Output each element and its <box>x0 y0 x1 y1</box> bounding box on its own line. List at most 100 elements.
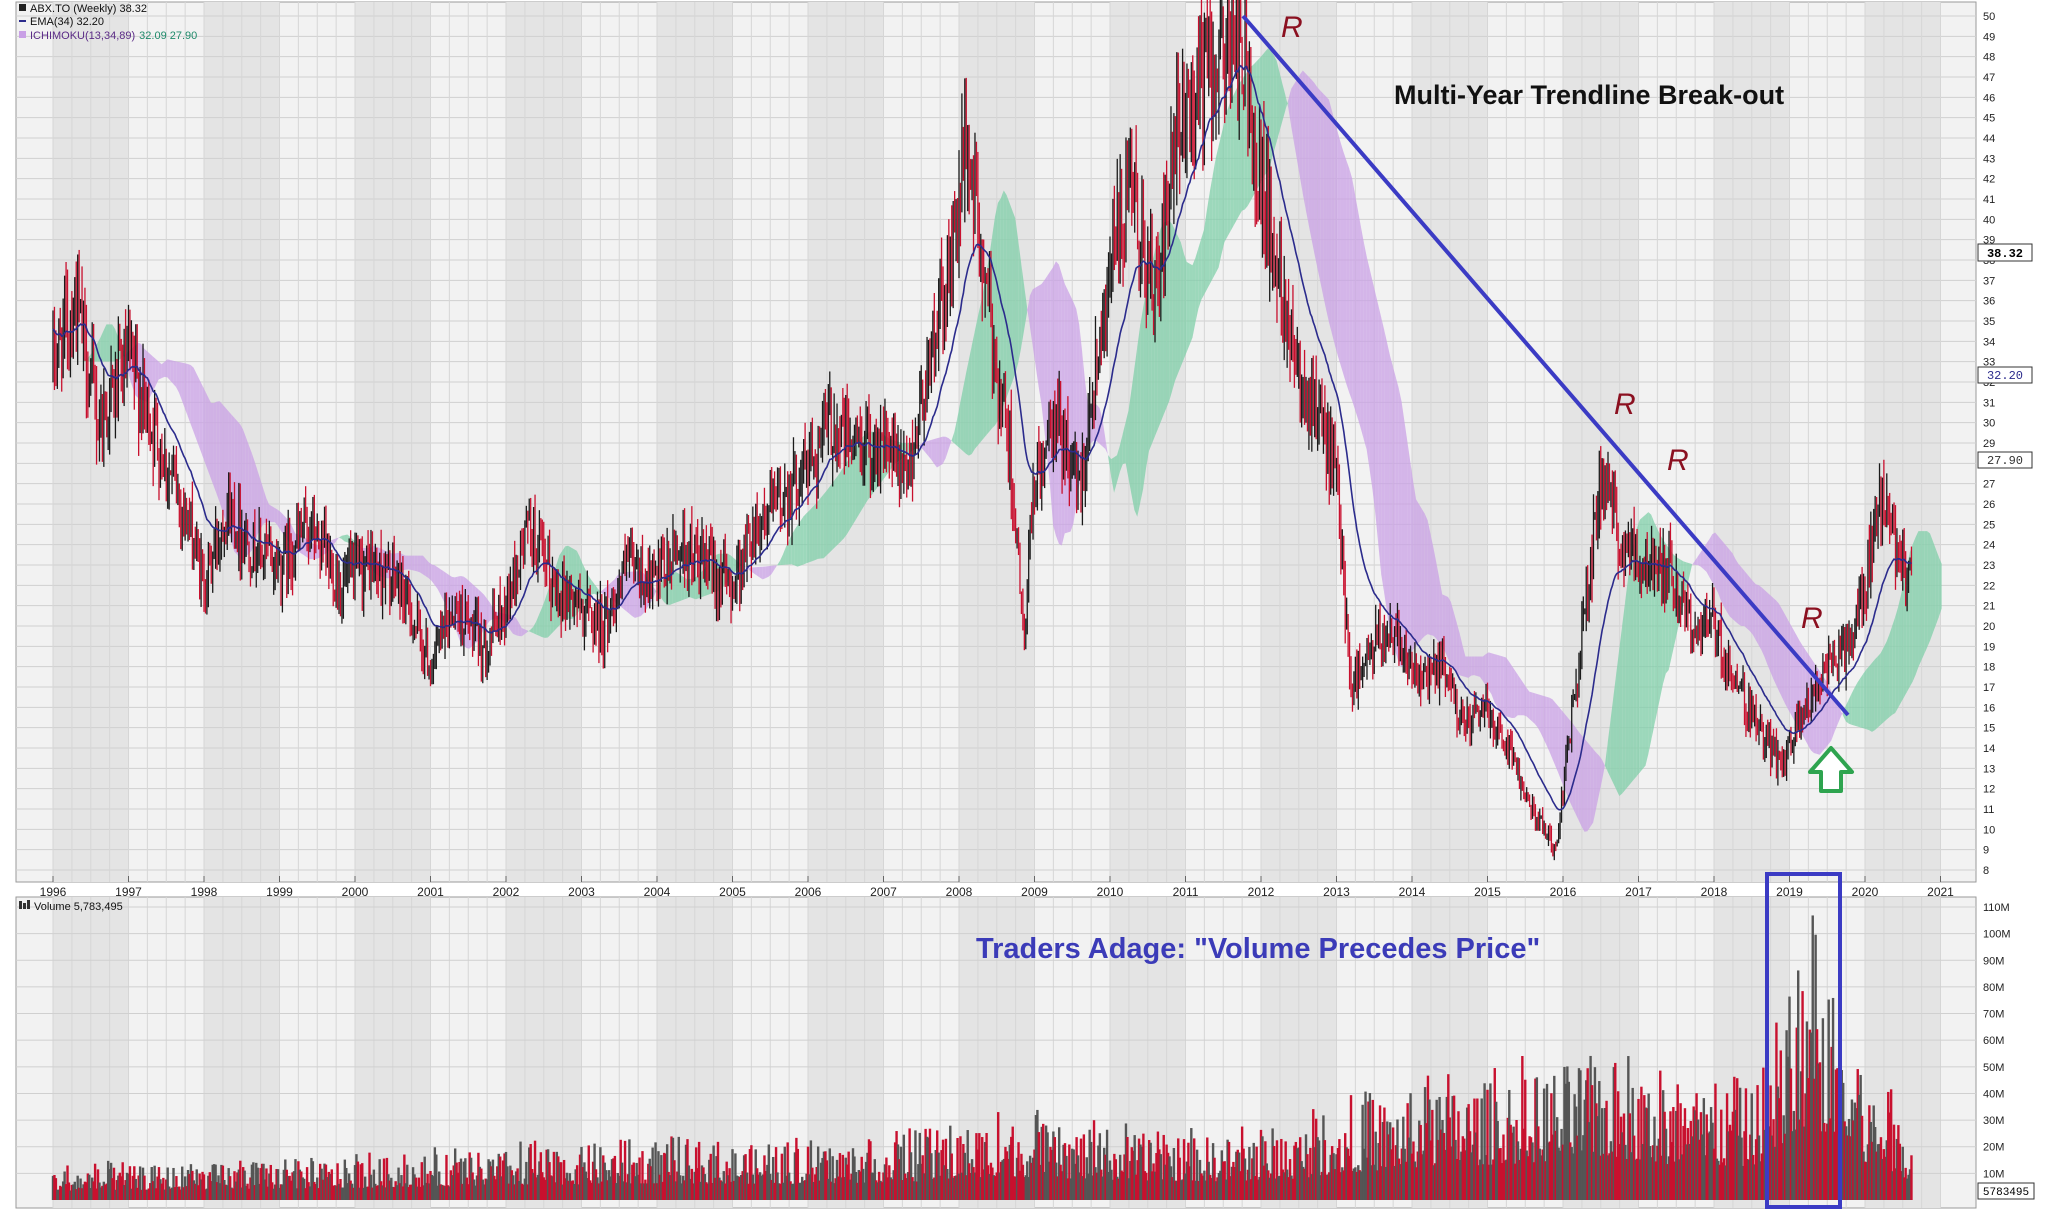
volume-bar <box>80 1188 84 1200</box>
cloud-segment <box>1276 60 1280 142</box>
volume-bar <box>1359 1171 1363 1200</box>
cloud-segment <box>1433 548 1437 639</box>
volume-bar <box>1656 1145 1659 1200</box>
cloud-segment <box>536 614 540 636</box>
volume-bar <box>1017 1142 1020 1200</box>
cloud-segment <box>1111 457 1115 493</box>
volume-bar <box>841 1154 845 1200</box>
volume-bar <box>166 1167 169 1200</box>
volume-bar <box>72 1184 75 1200</box>
cloud-segment <box>1471 656 1475 676</box>
volume-bar <box>233 1171 236 1200</box>
volume-bar <box>1402 1116 1405 1200</box>
volume-bar <box>1059 1164 1062 1200</box>
volume-bar <box>671 1137 675 1200</box>
cloud-segment <box>1886 634 1890 720</box>
cloud-segment <box>1206 191 1210 290</box>
volume-bar <box>247 1188 251 1200</box>
cloud-segment <box>1073 301 1077 524</box>
volume-bar <box>1203 1170 1206 1200</box>
volume-bar <box>1769 1085 1772 1200</box>
volume-bar <box>1836 1068 1839 1200</box>
vol-tick-label: 110M <box>1983 902 2010 914</box>
volume-bar <box>615 1183 618 1200</box>
volume-bar <box>93 1163 97 1200</box>
volume-bar <box>339 1178 342 1200</box>
volume-bar <box>1432 1165 1435 1200</box>
volume-bar <box>677 1136 680 1200</box>
volume-bar <box>933 1177 936 1200</box>
cloud-segment <box>417 555 421 573</box>
cloud-segment <box>1018 240 1022 363</box>
volume-bar <box>787 1172 791 1200</box>
volume-bar <box>1416 1151 1420 1200</box>
volume-bar <box>1102 1147 1106 1200</box>
volume-bar <box>326 1177 329 1200</box>
volume-bar <box>377 1185 380 1200</box>
volume-bar <box>366 1186 370 1200</box>
volume-bar <box>1599 1155 1602 1200</box>
volume-bar <box>1493 1068 1496 1200</box>
cloud-segment <box>1128 389 1132 495</box>
volume-bar <box>147 1188 151 1200</box>
volume-bar <box>1486 1089 1489 1200</box>
volume-bar <box>1386 1121 1389 1200</box>
volume-bar <box>1789 1068 1793 1200</box>
volume-bar <box>1223 1161 1226 1200</box>
volume-bar <box>195 1169 198 1200</box>
volume-bar <box>917 1164 920 1200</box>
volume-bar <box>1425 1123 1428 1200</box>
volume-bar <box>920 1163 923 1200</box>
cloud-segment <box>971 331 975 454</box>
volume-bar <box>1705 1114 1708 1200</box>
volume-bar <box>1300 1161 1303 1200</box>
volume-bar <box>1364 1091 1367 1200</box>
volume-bar <box>809 1140 813 1200</box>
volume-bar <box>330 1169 333 1200</box>
cloud-segment <box>948 438 952 450</box>
volume-bar <box>856 1182 859 1200</box>
volume-bar <box>140 1189 143 1200</box>
cloud-segment <box>269 504 272 523</box>
volume-bar <box>901 1180 904 1200</box>
cloud-segment <box>675 571 679 603</box>
volume-bar <box>709 1153 712 1200</box>
cloud-segment <box>1834 697 1838 733</box>
volume-bar <box>1876 1144 1880 1200</box>
volume-bar <box>1672 1107 1675 1200</box>
price-axis: 8910111213141516171819202122232425262728… <box>1983 11 1995 877</box>
cloud-segment <box>1880 647 1884 725</box>
close-price-label: 38.32 <box>1987 247 2023 261</box>
volume-bar <box>1222 1161 1225 1200</box>
volume-bar <box>1065 1155 1068 1200</box>
volume-bar <box>1646 1108 1649 1200</box>
cloud-segment <box>1192 258 1196 338</box>
volume-bar <box>266 1186 270 1200</box>
volume-bar <box>477 1152 480 1200</box>
volume-bar <box>786 1142 789 1200</box>
volume-bar <box>1187 1142 1190 1200</box>
cloud-segment <box>408 555 412 571</box>
volume-bar <box>686 1139 689 1200</box>
volume-bar <box>1390 1149 1393 1200</box>
cloud-segment <box>1270 51 1274 163</box>
volume-bar <box>1521 1056 1524 1200</box>
cloud-segment <box>1006 195 1010 398</box>
cloud-price-label: 27.90 <box>1987 454 2023 468</box>
volume-bar <box>1587 1122 1591 1200</box>
volume-bar <box>310 1157 313 1200</box>
cloud-segment <box>260 479 264 530</box>
volume-bar <box>1052 1131 1055 1200</box>
cloud-segment <box>695 574 699 600</box>
cloud-segment <box>106 324 110 362</box>
cloud-segment <box>1511 665 1515 719</box>
volume-bar <box>361 1163 364 1200</box>
volume-bar <box>73 1181 76 1200</box>
volume-bar <box>722 1171 725 1200</box>
volume-bar <box>1224 1179 1228 1200</box>
volume-bar <box>1291 1178 1295 1200</box>
volume-bar <box>1055 1162 1058 1200</box>
volume-bar <box>493 1175 496 1200</box>
volume-bar <box>1601 1108 1604 1200</box>
volume-bar <box>774 1147 778 1200</box>
